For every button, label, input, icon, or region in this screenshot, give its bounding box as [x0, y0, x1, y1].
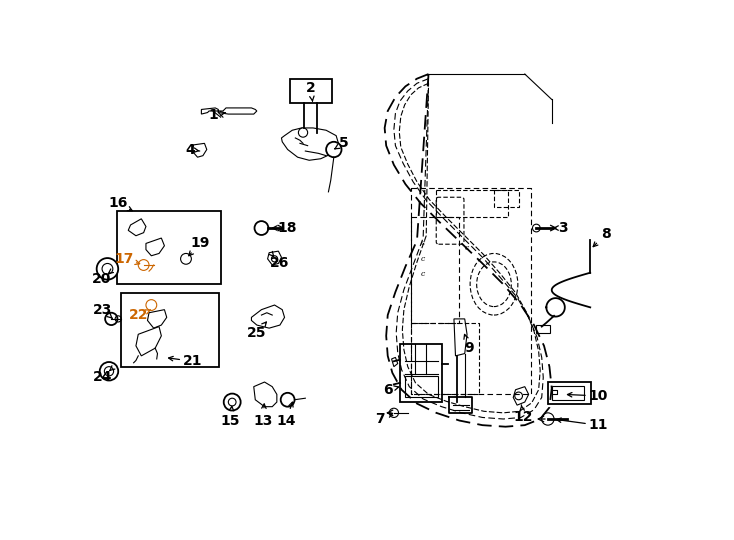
Bar — [404, 376, 437, 397]
Polygon shape — [148, 309, 167, 328]
Circle shape — [255, 221, 269, 235]
Text: 7: 7 — [375, 412, 385, 426]
Text: 8: 8 — [600, 227, 611, 241]
Polygon shape — [254, 382, 277, 407]
Polygon shape — [128, 219, 146, 236]
Bar — [537, 325, 550, 333]
Circle shape — [542, 413, 554, 425]
Text: 10: 10 — [588, 389, 608, 403]
Polygon shape — [268, 251, 281, 265]
Polygon shape — [391, 357, 398, 367]
Text: 2: 2 — [306, 81, 316, 95]
Circle shape — [224, 394, 241, 410]
Circle shape — [326, 142, 341, 157]
Bar — [290, 79, 333, 103]
Text: 14: 14 — [276, 414, 296, 428]
Text: 5: 5 — [339, 136, 349, 150]
Circle shape — [100, 362, 118, 381]
Text: 26: 26 — [270, 256, 290, 271]
Text: 19: 19 — [190, 237, 209, 251]
Text: 24: 24 — [93, 370, 112, 383]
Text: c: c — [421, 270, 425, 278]
Circle shape — [389, 408, 399, 417]
Text: 16: 16 — [109, 197, 128, 211]
Polygon shape — [281, 128, 338, 160]
Text: 13: 13 — [253, 414, 272, 428]
Polygon shape — [136, 327, 161, 356]
Polygon shape — [252, 305, 285, 328]
Text: 4: 4 — [185, 143, 195, 157]
Circle shape — [532, 224, 540, 232]
Text: 11: 11 — [588, 418, 608, 432]
Text: 1: 1 — [208, 108, 218, 122]
Circle shape — [104, 367, 114, 376]
Polygon shape — [454, 319, 467, 356]
Circle shape — [102, 264, 113, 274]
Circle shape — [146, 300, 157, 310]
Text: 9: 9 — [465, 341, 474, 355]
Text: c: c — [421, 239, 425, 247]
Text: 12: 12 — [514, 410, 533, 424]
Text: c: c — [421, 255, 425, 263]
Bar — [120, 294, 219, 367]
Circle shape — [105, 313, 117, 325]
Text: 25: 25 — [247, 326, 266, 340]
Text: 23: 23 — [93, 302, 112, 316]
Circle shape — [299, 128, 308, 137]
Bar — [117, 211, 221, 284]
Circle shape — [181, 253, 192, 264]
Text: 3: 3 — [559, 221, 568, 235]
Bar — [400, 345, 443, 402]
Text: 17: 17 — [115, 252, 134, 266]
Circle shape — [97, 258, 118, 280]
Circle shape — [228, 398, 236, 406]
Bar — [552, 386, 584, 400]
Circle shape — [138, 260, 149, 271]
Polygon shape — [192, 143, 207, 157]
Circle shape — [272, 256, 277, 262]
Polygon shape — [513, 387, 528, 405]
Circle shape — [280, 393, 294, 407]
Text: 15: 15 — [221, 414, 241, 428]
Text: 18: 18 — [278, 221, 297, 235]
Text: 21: 21 — [182, 354, 202, 368]
Text: 6: 6 — [383, 383, 393, 397]
Polygon shape — [201, 108, 257, 114]
Text: 22: 22 — [128, 308, 148, 322]
Text: c: c — [465, 244, 469, 252]
Bar — [548, 382, 591, 403]
Text: 20: 20 — [92, 272, 111, 286]
Polygon shape — [146, 238, 164, 256]
